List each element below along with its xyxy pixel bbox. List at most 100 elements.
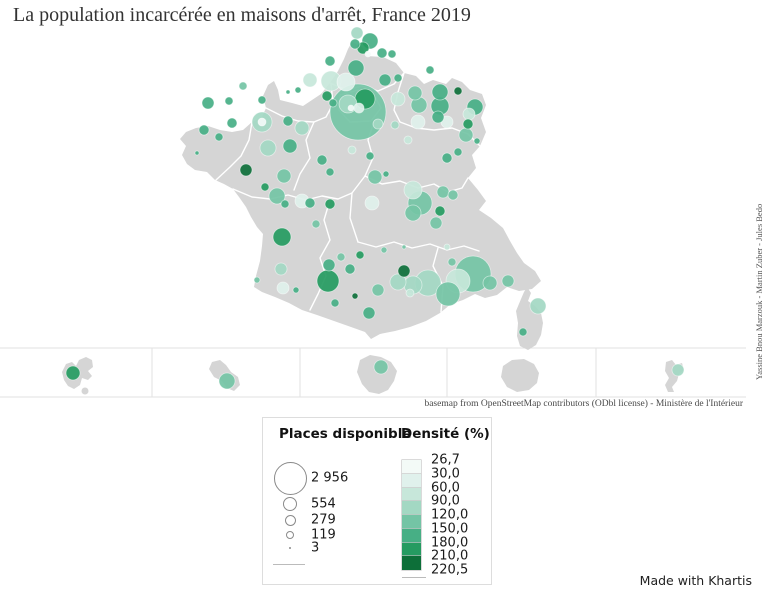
map-circle xyxy=(336,72,356,92)
map-circle xyxy=(393,73,403,83)
map-circle xyxy=(260,182,270,192)
map-circle xyxy=(321,90,333,102)
legend-color-stop-label: 60,0 xyxy=(431,480,460,495)
map-circle xyxy=(224,96,234,106)
map-circle xyxy=(347,145,357,155)
map-circle xyxy=(238,81,248,91)
legend-size-label: 554 xyxy=(311,496,336,512)
legend-size-label: 3 xyxy=(311,540,320,556)
map-circle xyxy=(336,252,346,262)
legend-color-stop-label: 90,0 xyxy=(431,493,460,509)
map-circle xyxy=(378,73,392,87)
map-circle xyxy=(285,89,291,95)
legend-color-stop-label: 180,0 xyxy=(431,535,469,550)
map-circle xyxy=(349,38,361,50)
corsica-shape xyxy=(516,287,543,350)
map-circle xyxy=(671,363,685,377)
map-circle xyxy=(239,163,253,177)
map-circle xyxy=(401,244,407,250)
map-circle xyxy=(316,154,328,166)
map-circle xyxy=(324,55,336,67)
map-circle xyxy=(458,127,474,143)
map-circle xyxy=(272,227,292,247)
legend-size-label: 279 xyxy=(311,512,336,528)
map-circle xyxy=(257,117,267,127)
legend-color-swatch xyxy=(402,515,421,529)
map-circle xyxy=(376,47,388,59)
map-circle xyxy=(390,91,406,107)
map-circle xyxy=(294,120,310,136)
map-circle xyxy=(482,275,498,291)
map-circle xyxy=(330,298,340,308)
map-circle xyxy=(382,170,390,178)
made-with-khartis: Made with Khartis xyxy=(639,573,752,588)
map-circle xyxy=(282,115,294,127)
map-circle xyxy=(282,138,298,154)
map-circle xyxy=(431,83,449,101)
map-circle xyxy=(434,205,446,217)
legend-color-swatch xyxy=(402,473,421,488)
inset-grid-lines xyxy=(0,347,746,398)
legend-color-swatch xyxy=(402,460,421,474)
legend-size-circle xyxy=(289,547,291,549)
map-circle xyxy=(453,86,463,96)
map-circle xyxy=(431,110,445,124)
map-circle xyxy=(218,372,236,390)
map-circle xyxy=(292,286,300,294)
map-circle xyxy=(226,117,238,129)
map-circle xyxy=(304,197,316,209)
map-circle xyxy=(214,132,224,142)
map-circle xyxy=(351,292,359,300)
map-circle xyxy=(316,269,340,293)
legend-panel: Places disponible Densité (%) 2 956 554 27… xyxy=(262,417,492,585)
page-title: La population incarcérée en maisons d'ar… xyxy=(13,4,471,26)
color-legend-title: Densité (%) xyxy=(401,426,490,442)
map-circles-layer xyxy=(65,26,685,390)
map-circle xyxy=(328,98,338,108)
map-circle xyxy=(453,147,463,157)
map-circle xyxy=(435,281,461,307)
map-circle xyxy=(429,216,443,230)
map-circle xyxy=(280,199,290,209)
legend-size-circle xyxy=(284,514,296,526)
map-circle xyxy=(253,276,261,284)
legend-color-swatch xyxy=(402,501,421,515)
map-circle xyxy=(347,59,365,77)
legend-color-stop-label: 120,0 xyxy=(431,507,469,523)
map-circle xyxy=(425,65,435,75)
map-circle xyxy=(404,204,422,222)
legend-color-swatch xyxy=(402,528,421,543)
map-circle xyxy=(259,139,277,157)
map-circle xyxy=(407,85,423,101)
map-circle xyxy=(447,189,459,201)
map-circle xyxy=(362,306,376,320)
legend-color-stop-label: 220,5 xyxy=(431,562,469,578)
map-circle xyxy=(365,151,375,161)
map-circle xyxy=(325,167,335,177)
map-circle xyxy=(372,118,384,130)
legend-size-label: 119 xyxy=(311,527,336,543)
legend-size-label: 2 956 xyxy=(311,470,349,486)
authors-credit: Yassine Bnou Marzouk - Martin Zuber - Ju… xyxy=(754,203,764,381)
legend-color-swatch xyxy=(402,542,421,557)
map-circle xyxy=(447,257,457,267)
map-circle xyxy=(389,273,407,291)
map-circle xyxy=(324,198,336,210)
size-legend-axis-line xyxy=(273,564,305,565)
map-circle xyxy=(441,152,453,164)
map-circle xyxy=(473,137,481,145)
legend-size-circle xyxy=(283,497,297,511)
map-circle xyxy=(410,114,426,130)
map-circle xyxy=(274,262,288,276)
color-legend-axis-line xyxy=(402,577,426,578)
size-legend-title: Places disponible xyxy=(279,426,412,442)
map-circle xyxy=(257,95,267,105)
map-circle xyxy=(268,187,286,205)
map-circle xyxy=(371,283,385,297)
legend-size-circle xyxy=(273,461,307,495)
legend-color-stop-label: 26,7 xyxy=(431,452,460,468)
map-circle xyxy=(347,104,355,112)
map-circle xyxy=(194,150,200,156)
map-circle xyxy=(403,135,413,145)
